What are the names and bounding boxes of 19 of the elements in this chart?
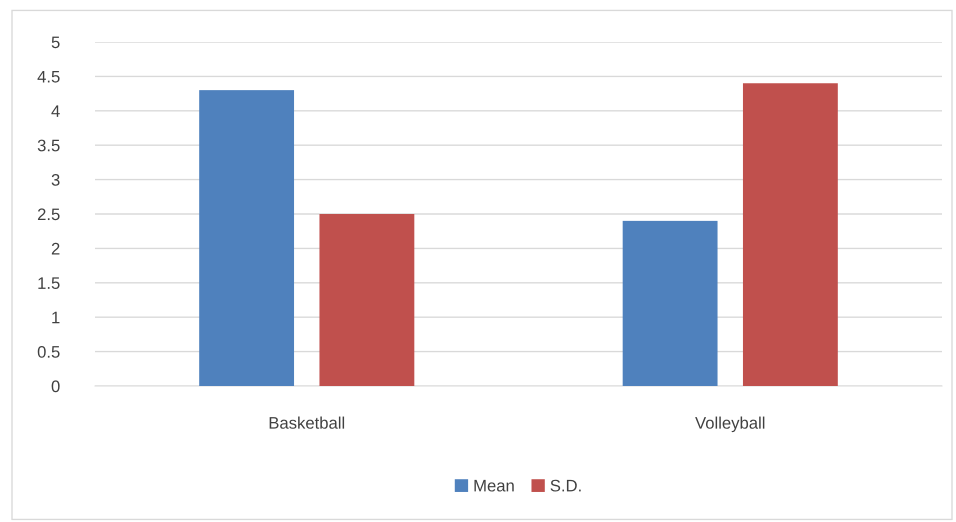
- bar: [622, 220, 718, 386]
- y-tick-label: 2.5: [38, 208, 60, 220]
- y-tick-label: 2: [52, 242, 60, 254]
- y-tick-label: 1: [52, 312, 60, 324]
- bar: [199, 90, 294, 386]
- x-tick-label: Volleyball: [695, 416, 764, 432]
- legend-label: S.D.: [550, 480, 581, 492]
- legend-label: Mean: [474, 480, 514, 492]
- y-tick-label: 3: [52, 174, 60, 186]
- y-tick-label: 0: [52, 380, 60, 392]
- y-tick-label: 5: [52, 36, 60, 48]
- bar: [319, 214, 414, 386]
- x-tick-label: Basketball: [270, 416, 344, 429]
- y-tick-label: 4.5: [37, 70, 60, 83]
- y-tick-label: 4: [51, 105, 60, 117]
- y-tick-label: 0.5: [38, 346, 60, 358]
- y-tick-label: 1.5: [38, 277, 60, 290]
- bar: [742, 83, 838, 386]
- y-tick-label: 3.5: [38, 140, 60, 152]
